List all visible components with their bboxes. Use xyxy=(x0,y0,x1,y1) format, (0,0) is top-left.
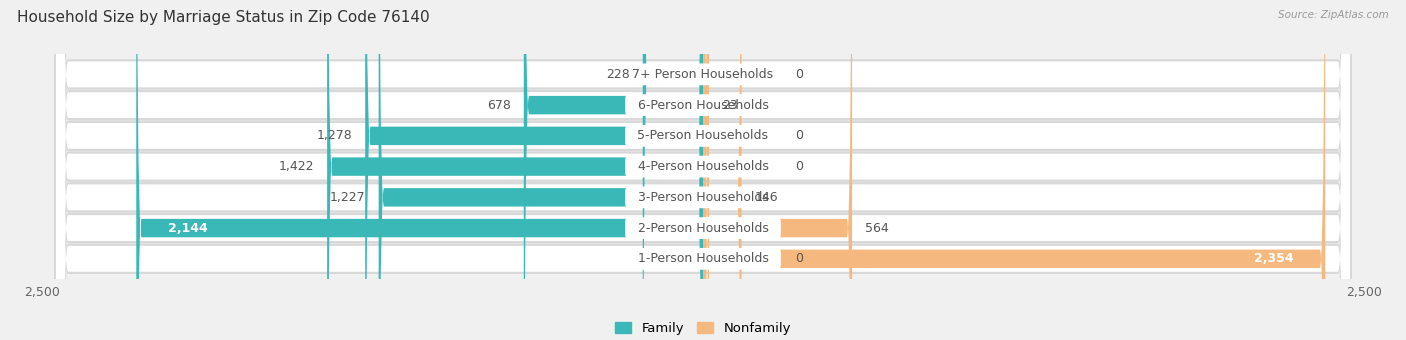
FancyBboxPatch shape xyxy=(136,0,703,340)
Text: 1,227: 1,227 xyxy=(330,191,366,204)
FancyBboxPatch shape xyxy=(55,0,1351,340)
Text: 2,354: 2,354 xyxy=(1254,252,1294,265)
Text: 678: 678 xyxy=(486,99,510,112)
FancyBboxPatch shape xyxy=(56,0,1350,340)
Text: 4-Person Households: 4-Person Households xyxy=(630,160,776,173)
FancyBboxPatch shape xyxy=(55,0,1351,340)
FancyBboxPatch shape xyxy=(703,0,709,340)
FancyBboxPatch shape xyxy=(55,0,1351,340)
FancyBboxPatch shape xyxy=(378,0,703,340)
FancyBboxPatch shape xyxy=(703,0,741,340)
Text: 0: 0 xyxy=(796,129,803,142)
FancyBboxPatch shape xyxy=(55,0,1351,340)
FancyBboxPatch shape xyxy=(56,0,1350,340)
Text: 228: 228 xyxy=(606,68,630,81)
Text: Source: ZipAtlas.com: Source: ZipAtlas.com xyxy=(1278,10,1389,20)
Text: 1,422: 1,422 xyxy=(278,160,314,173)
Text: 3-Person Households: 3-Person Households xyxy=(630,191,776,204)
Text: 1,278: 1,278 xyxy=(316,129,352,142)
FancyBboxPatch shape xyxy=(56,0,1350,340)
FancyBboxPatch shape xyxy=(703,0,1326,340)
FancyBboxPatch shape xyxy=(366,0,703,340)
FancyBboxPatch shape xyxy=(55,0,1351,340)
Text: 146: 146 xyxy=(755,191,779,204)
FancyBboxPatch shape xyxy=(524,0,703,340)
Text: 5-Person Households: 5-Person Households xyxy=(630,129,776,142)
Text: 7+ Person Households: 7+ Person Households xyxy=(624,68,782,81)
FancyBboxPatch shape xyxy=(643,0,703,340)
FancyBboxPatch shape xyxy=(55,0,1351,340)
FancyBboxPatch shape xyxy=(56,0,1350,340)
Text: 1-Person Households: 1-Person Households xyxy=(630,252,776,265)
Text: 0: 0 xyxy=(796,252,803,265)
FancyBboxPatch shape xyxy=(55,0,1351,340)
Text: 564: 564 xyxy=(865,222,889,235)
Text: 2-Person Households: 2-Person Households xyxy=(630,222,776,235)
FancyBboxPatch shape xyxy=(56,0,1350,340)
Text: 2,144: 2,144 xyxy=(167,222,208,235)
FancyBboxPatch shape xyxy=(56,0,1350,340)
Legend: Family, Nonfamily: Family, Nonfamily xyxy=(614,322,792,335)
Text: Household Size by Marriage Status in Zip Code 76140: Household Size by Marriage Status in Zip… xyxy=(17,10,429,25)
Text: 0: 0 xyxy=(796,160,803,173)
FancyBboxPatch shape xyxy=(703,0,852,340)
FancyBboxPatch shape xyxy=(56,0,1350,340)
FancyBboxPatch shape xyxy=(328,0,703,340)
Text: 0: 0 xyxy=(796,68,803,81)
Text: 23: 23 xyxy=(723,99,738,112)
Text: 6-Person Households: 6-Person Households xyxy=(630,99,776,112)
